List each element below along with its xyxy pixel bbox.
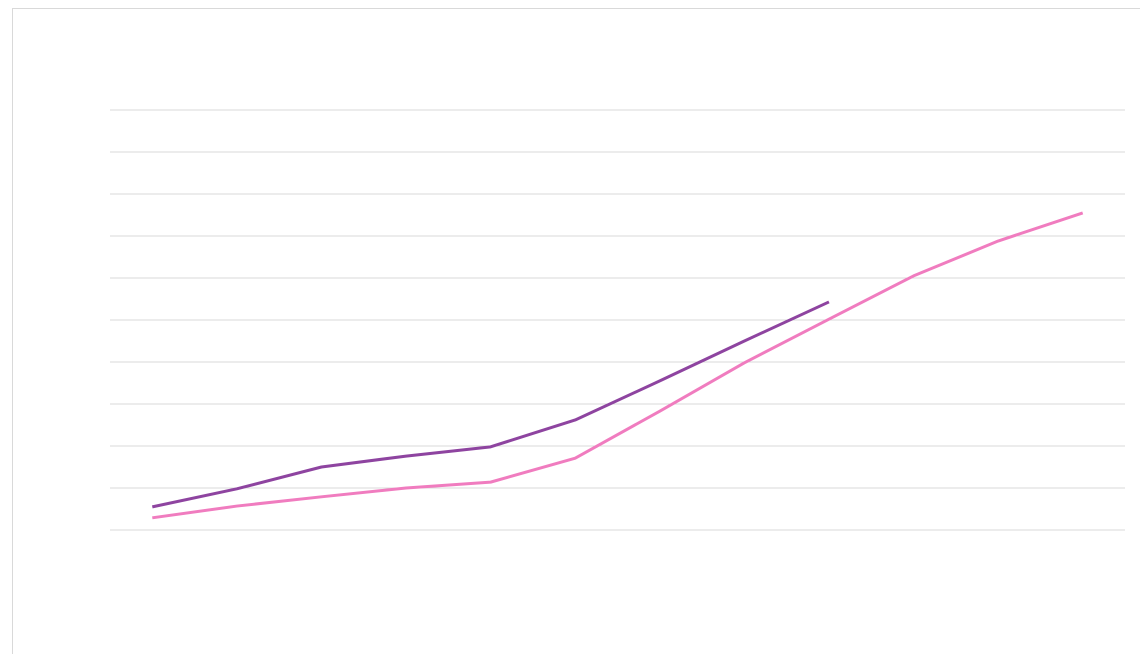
series-line: [151, 300, 830, 509]
chart-frame: [12, 8, 1140, 654]
series-line: [152, 211, 1084, 520]
